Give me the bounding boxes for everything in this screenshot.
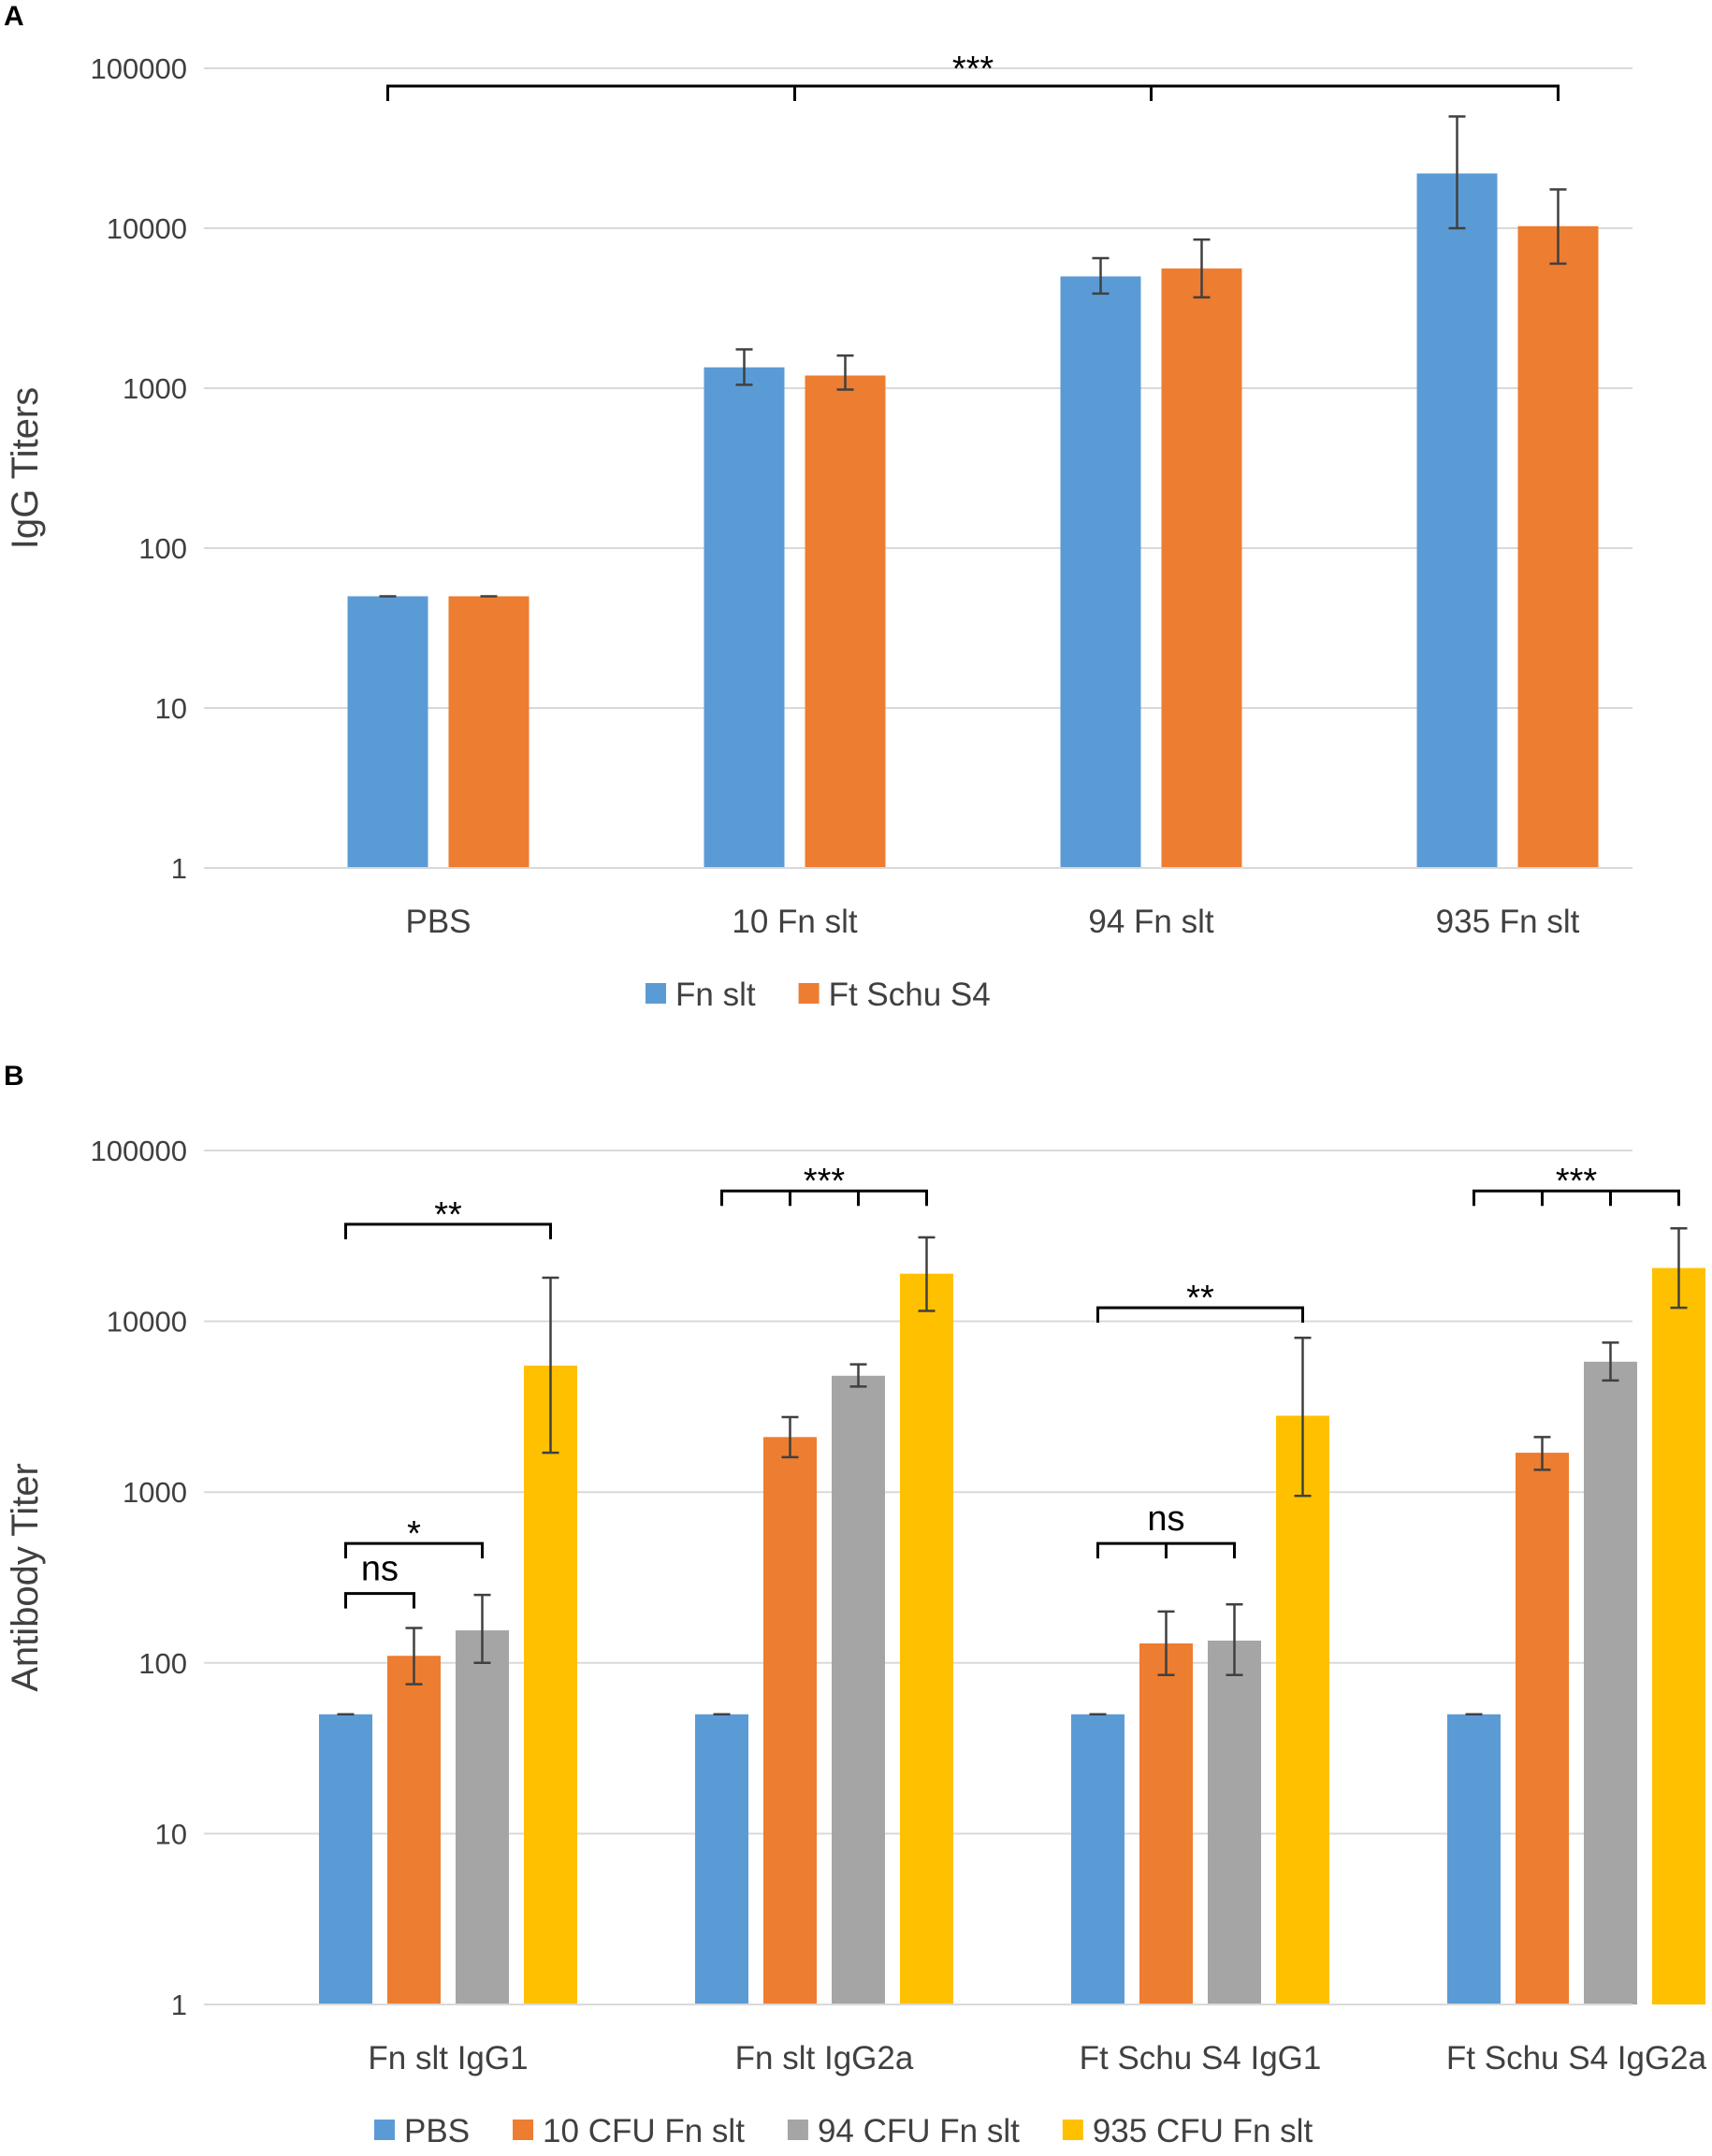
- pa-error-bar-fn-slt-94-fn-slt: [1092, 256, 1110, 296]
- pb-bar-935-cfu-fn-slt-fn-slt-igg1: [524, 1366, 577, 2004]
- pb-y-tick-1: 1: [171, 1989, 187, 2021]
- pa-legend-label-ft-schu-s4: Ft Schu S4: [829, 977, 991, 1013]
- pb-y-tick-10: 10: [155, 1817, 187, 1850]
- pa-y-tick-100: 100: [138, 532, 187, 565]
- pb-significance-label-6: ***: [1556, 1162, 1598, 1201]
- pa-error-bar-fn-slt-935-fn-slt: [1448, 115, 1466, 230]
- pa-legend-swatch-fn-slt: [646, 983, 666, 1004]
- pb-significance-bracket-4: [1096, 1541, 1236, 1559]
- pa-y-axis-title: IgG Titers: [5, 387, 46, 549]
- pb-bar-94-cfu-fn-slt-ft-schu-s4-igg1: [1208, 1641, 1261, 2004]
- pb-legend-label-935-cfu-fn-slt: 935 CFU Fn slt: [1093, 2113, 1313, 2149]
- pb-y-tick-100000: 100000: [91, 1135, 187, 1167]
- pb-bar-pbs-fn-slt-igg2a: [695, 1714, 748, 2004]
- pb-significance-bracket-5: [1096, 1306, 1304, 1324]
- pb-significance-label-3: ***: [804, 1162, 846, 1201]
- pa-y-tick-10: 10: [155, 692, 187, 725]
- panel-a-chart: 1 10 100 1000 10000 100000 IgG Titers PBS 10 Fn …: [5, 50, 1632, 1013]
- pb-y-tick-10000: 10000: [107, 1306, 187, 1338]
- pb-category-label-ft-schu-s4-igg2a: Ft Schu S4 IgG2a: [1446, 2040, 1707, 2076]
- pb-bar-935-cfu-fn-slt-ft-schu-s4-igg1: [1276, 1415, 1329, 2004]
- pb-legend-label-10-cfu-fn-slt: 10 CFU Fn slt: [543, 2113, 745, 2149]
- pb-bar-pbs-ft-schu-s4-igg2a: [1447, 1714, 1501, 2004]
- pb-significance-bracket-6: [1473, 1189, 1680, 1207]
- pa-error-bar-fn-slt-10-fn-slt: [735, 348, 753, 386]
- pa-bar-ft-schu-s4-94-fn-slt: [1161, 268, 1242, 869]
- pb-error-bar-10-cfu-fn-slt-ft-schu-s4-igg2a: [1533, 1436, 1551, 1471]
- pa-significance-bracket-0: [386, 84, 1560, 101]
- pa-y-tick-10000: 10000: [107, 212, 187, 245]
- pb-significance-label-2: **: [434, 1195, 462, 1235]
- pb-significance-label-4: ns: [1147, 1499, 1184, 1539]
- pa-category-label-pbs: PBS: [405, 904, 471, 940]
- pa-category-label-94-fn-slt: 94 Fn slt: [1088, 904, 1213, 940]
- pb-legend-swatch-pbs: [374, 2120, 395, 2140]
- pa-error-bar-ft-schu-s4-10-fn-slt: [836, 354, 854, 391]
- pb-error-bar-10-cfu-fn-slt-fn-slt-igg1: [405, 1627, 423, 1686]
- pa-category-label-935-fn-slt: 935 Fn slt: [1436, 904, 1580, 940]
- pb-legend-swatch-935-cfu-fn-slt: [1062, 2120, 1083, 2140]
- pb-bar-10-cfu-fn-slt-ft-schu-s4-igg2a: [1516, 1453, 1569, 2004]
- pb-error-bar-94-cfu-fn-slt-ft-schu-s4-igg2a: [1602, 1341, 1619, 1382]
- pb-significance-bracket-2: [344, 1223, 552, 1239]
- pb-error-bar-10-cfu-fn-slt-fn-slt-igg2a: [781, 1415, 799, 1459]
- pa-legend-swatch-ft-schu-s4: [798, 983, 820, 1004]
- pa-bar-fn-slt-10-fn-slt: [704, 367, 785, 869]
- pb-y-tick-1000: 1000: [123, 1476, 187, 1509]
- pb-error-bar-935-cfu-fn-slt-fn-slt-igg1: [542, 1276, 559, 1454]
- pa-bar-ft-schu-s4-935-fn-slt: [1517, 225, 1599, 869]
- pa-error-bar-ft-schu-s4-94-fn-slt: [1193, 238, 1211, 299]
- panel-b-chart: 1 10 100 1000 10000 100000 Antibody Titer Fn sl…: [5, 1135, 1707, 2149]
- panel-letter-a: A: [4, 1, 24, 32]
- pa-error-bar-ft-schu-s4-935-fn-slt: [1549, 188, 1567, 266]
- pb-significance-label-0: ns: [361, 1550, 399, 1589]
- pb-significance-label-1: *: [407, 1514, 421, 1554]
- pb-legend-swatch-10-cfu-fn-slt: [513, 2120, 534, 2140]
- pb-legend-swatch-94-cfu-fn-slt: [787, 2120, 808, 2140]
- pa-category-label-10-fn-slt: 10 Fn slt: [732, 904, 857, 940]
- pa-bar-ft-schu-s4-10-fn-slt: [805, 375, 886, 868]
- pb-error-bar-935-cfu-fn-slt-fn-slt-igg2a: [918, 1236, 936, 1312]
- pb-significance-bracket-1: [344, 1541, 484, 1559]
- pb-significance-bracket-3: [720, 1189, 928, 1207]
- pa-bar-fn-slt-pbs: [347, 596, 428, 868]
- pb-y-tick-100: 100: [138, 1647, 187, 1680]
- pb-bar-935-cfu-fn-slt-ft-schu-s4-igg2a: [1652, 1267, 1705, 2004]
- pb-bar-10-cfu-fn-slt-fn-slt-igg1: [387, 1656, 441, 2004]
- pb-category-label-fn-slt-igg1: Fn slt IgG1: [368, 2040, 528, 2076]
- pa-legend-label-fn-slt: Fn slt: [675, 977, 756, 1013]
- pb-bar-10-cfu-fn-slt-ft-schu-s4-igg1: [1139, 1642, 1193, 2004]
- pa-bar-fn-slt-935-fn-slt: [1416, 173, 1498, 868]
- pb-significance-label-5: **: [1186, 1279, 1214, 1318]
- pb-y-axis-title: Antibody Titer: [5, 1463, 46, 1692]
- pb-legend-label-pbs: PBS: [404, 2113, 470, 2149]
- pa-y-tick-100000: 100000: [91, 52, 187, 85]
- pb-bar-94-cfu-fn-slt-fn-slt-igg2a: [832, 1375, 885, 2004]
- pb-error-bar-935-cfu-fn-slt-ft-schu-s4-igg2a: [1670, 1227, 1688, 1310]
- pb-bar-94-cfu-fn-slt-ft-schu-s4-igg2a: [1584, 1361, 1637, 2004]
- pb-category-label-ft-schu-s4-igg1: Ft Schu S4 IgG1: [1080, 2040, 1322, 2076]
- pb-error-bar-94-cfu-fn-slt-fn-slt-igg1: [473, 1593, 491, 1665]
- pa-significance-label-0: ***: [952, 50, 994, 89]
- pb-bar-pbs-ft-schu-s4-igg1: [1071, 1714, 1124, 2004]
- pb-significance-bracket-0: [344, 1592, 415, 1609]
- pb-error-bar-94-cfu-fn-slt-fn-slt-igg2a: [849, 1363, 867, 1388]
- pb-bar-935-cfu-fn-slt-fn-slt-igg2a: [900, 1273, 953, 2004]
- pa-y-tick-1: 1: [171, 852, 187, 885]
- pa-bar-ft-schu-s4-pbs: [448, 596, 530, 868]
- pa-y-tick-1000: 1000: [123, 372, 187, 405]
- pb-legend-label-94-cfu-fn-slt: 94 CFU Fn slt: [818, 2113, 1020, 2149]
- pa-bar-fn-slt-94-fn-slt: [1060, 276, 1141, 868]
- pb-error-bar-94-cfu-fn-slt-ft-schu-s4-igg1: [1226, 1603, 1243, 1676]
- pb-bar-94-cfu-fn-slt-fn-slt-igg1: [456, 1630, 509, 2004]
- panel-letter-b: B: [4, 1061, 24, 1092]
- pb-error-bar-10-cfu-fn-slt-ft-schu-s4-igg1: [1157, 1610, 1175, 1676]
- pb-bar-pbs-fn-slt-igg1: [319, 1714, 372, 2004]
- pb-category-label-fn-slt-igg2a: Fn slt IgG2a: [735, 2040, 914, 2076]
- pb-error-bar-935-cfu-fn-slt-ft-schu-s4-igg1: [1294, 1337, 1312, 1498]
- pb-bar-10-cfu-fn-slt-fn-slt-igg2a: [763, 1437, 817, 2004]
